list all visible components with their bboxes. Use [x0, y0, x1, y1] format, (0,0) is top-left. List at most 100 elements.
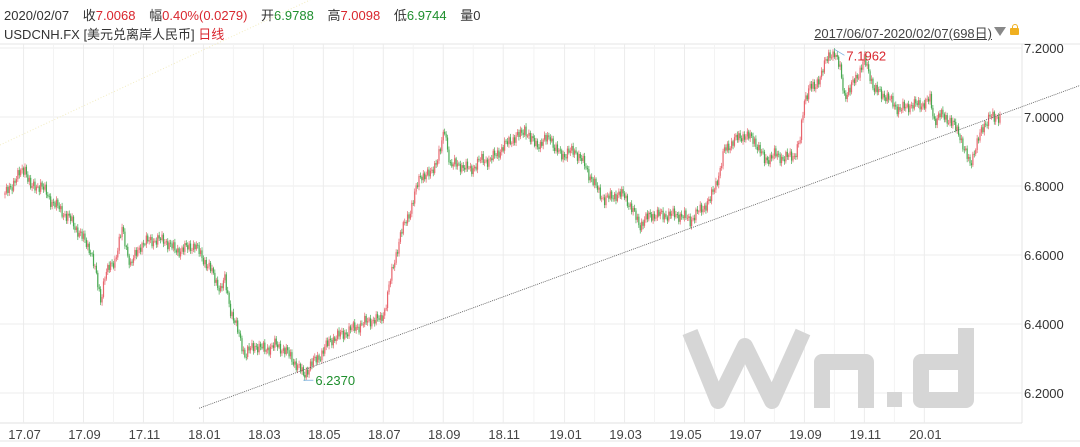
candle-body [658, 209, 660, 216]
candle-body [22, 168, 25, 175]
period-label[interactable]: 日线 [198, 27, 225, 42]
trendline[interactable] [199, 85, 1080, 409]
candle [38, 185, 40, 196]
candle-body [25, 166, 28, 175]
candle [970, 160, 973, 169]
candle-body [95, 265, 97, 273]
candle-body [987, 114, 990, 126]
candle [111, 259, 113, 267]
candle-body [416, 185, 419, 187]
candle [465, 158, 467, 172]
lock-icon[interactable] [1010, 28, 1019, 35]
candle [395, 249, 397, 265]
candle [308, 366, 310, 378]
candle [582, 153, 584, 163]
candle-body [544, 134, 546, 140]
candle [307, 366, 309, 378]
candle-body [198, 245, 200, 254]
candle-body [561, 150, 563, 160]
candle-body [588, 169, 590, 181]
candle [613, 192, 616, 202]
candle [885, 95, 887, 104]
candle [362, 321, 364, 328]
candle [144, 242, 146, 247]
candle [789, 148, 791, 158]
candle-body [287, 347, 289, 351]
candle-body [172, 242, 175, 249]
candle-body [999, 114, 1001, 123]
candle-body [372, 319, 374, 321]
candle [87, 240, 89, 251]
candle [997, 113, 1000, 127]
candle-body [541, 141, 543, 146]
candle-body [569, 150, 571, 153]
candle-body [786, 151, 788, 157]
candle-body [194, 243, 196, 250]
candle [194, 242, 196, 253]
candle-body [752, 136, 754, 144]
candle-body [859, 67, 861, 78]
candle-body [753, 138, 756, 144]
candle-body [334, 337, 336, 341]
candle-body [169, 242, 172, 244]
candle [228, 291, 230, 308]
date-range-selector[interactable]: 2017/06/07-2020/02/07(698日) [814, 23, 992, 42]
candle [140, 244, 142, 255]
candle-body [581, 158, 583, 162]
candle-body [221, 286, 223, 289]
candle-body [195, 244, 197, 250]
dropdown-arrow-icon[interactable] [994, 27, 1006, 36]
candle [882, 91, 884, 101]
candle [289, 349, 292, 360]
candle-body [399, 232, 402, 242]
candle-body [465, 161, 467, 170]
candle [24, 163, 26, 178]
candle-body [71, 216, 73, 221]
candle [545, 132, 547, 145]
candle-body [766, 157, 768, 161]
candle [15, 176, 18, 186]
candle-body [401, 232, 403, 234]
candle-body [368, 318, 370, 322]
candle-body [712, 189, 714, 192]
candle-body [345, 332, 347, 335]
candle-body [374, 319, 376, 324]
candle [655, 214, 657, 222]
candle-body [942, 109, 944, 115]
candle-body [641, 221, 643, 231]
candle [67, 211, 69, 224]
candle-body [21, 168, 23, 171]
candle [251, 339, 253, 350]
candle [731, 137, 733, 151]
candle [309, 358, 312, 372]
candle [753, 136, 756, 147]
candle-body [317, 355, 319, 363]
candle [138, 245, 140, 254]
candle [701, 202, 703, 216]
candle [458, 161, 460, 167]
candle [261, 343, 263, 350]
candle-body [788, 155, 790, 157]
candle-body [691, 219, 693, 227]
candle-body [455, 158, 457, 167]
candle [915, 96, 917, 107]
candle-body [679, 213, 681, 222]
candle-body [800, 120, 803, 140]
candle [412, 200, 414, 206]
candle-body [898, 107, 900, 115]
candle-body [432, 169, 434, 173]
candle-body [855, 74, 857, 84]
date-range-text[interactable]: 2017/06/07-2020/02/07(698日) [814, 26, 992, 41]
candle-body [11, 187, 13, 191]
candle [768, 156, 770, 167]
candle [772, 153, 774, 161]
candle [128, 253, 130, 269]
candle [95, 262, 97, 275]
candle [378, 315, 380, 322]
candle [842, 74, 844, 94]
candle-body [578, 153, 580, 161]
candle-body [184, 243, 186, 252]
candle [134, 247, 136, 261]
candle [328, 336, 330, 350]
